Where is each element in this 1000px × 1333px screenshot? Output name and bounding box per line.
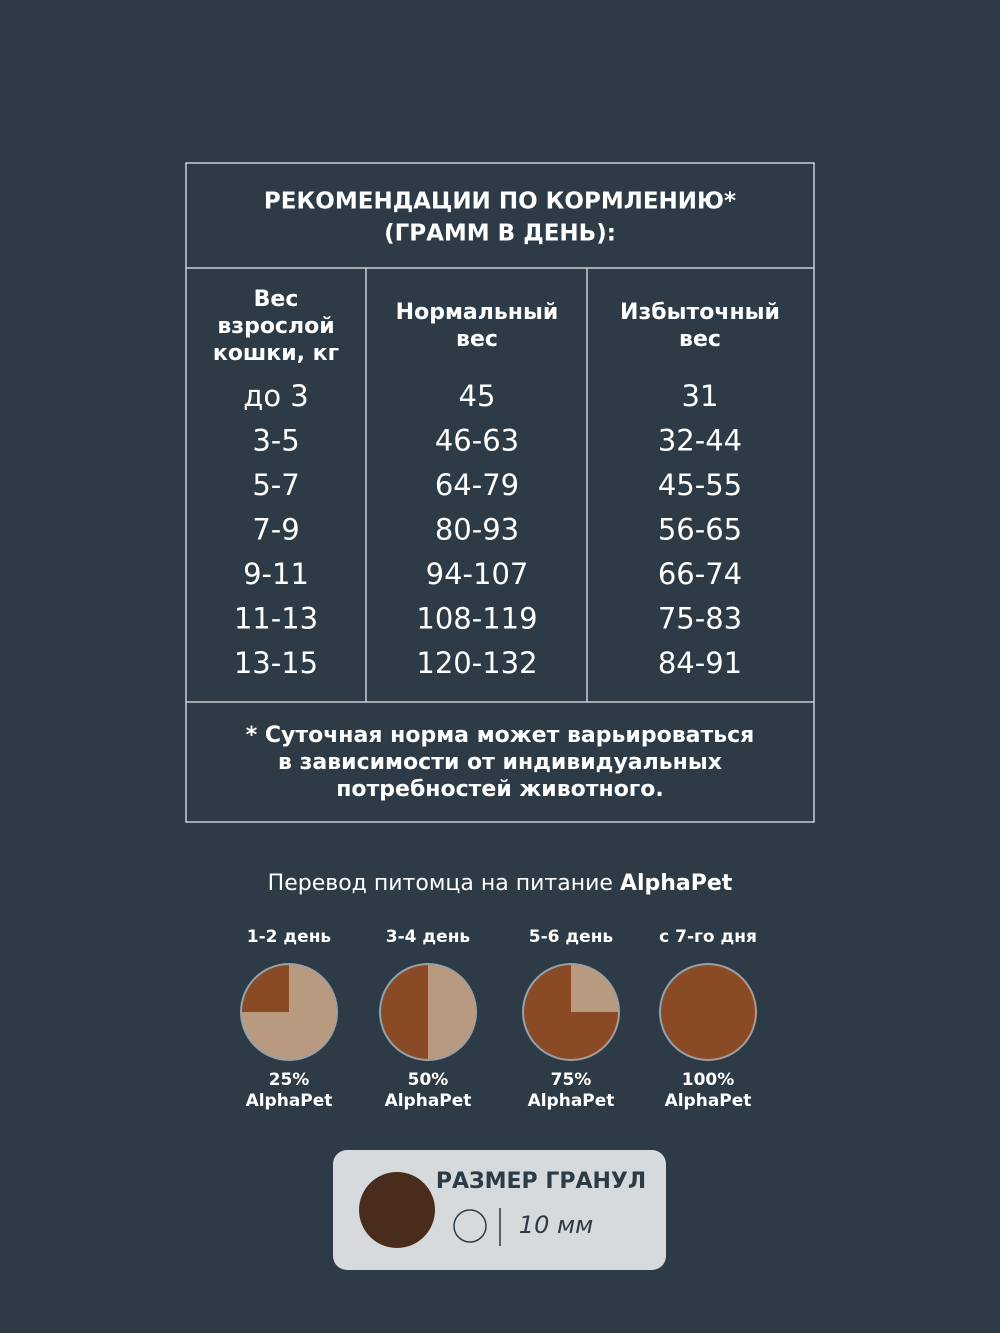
- table-cell: 11-13: [234, 602, 318, 636]
- table-cell: 80-93: [435, 513, 519, 547]
- transition-title-text: Перевод питомца на питание: [268, 871, 613, 896]
- column-header: Вес: [254, 287, 299, 312]
- share-label: 50%: [408, 1070, 449, 1090]
- column-header: вес: [456, 327, 498, 352]
- column-header: кошки, кг: [213, 341, 339, 366]
- footnote: * Суточная норма может варьироваться: [246, 723, 755, 748]
- brand-label: AlphaPet: [528, 1091, 615, 1111]
- granule-title: РАЗМЕР ГРАНУЛ: [436, 1169, 646, 1194]
- table-cell: 75-83: [658, 602, 742, 636]
- brand-label: AlphaPet: [246, 1091, 333, 1111]
- table-cell: 3-5: [252, 424, 299, 458]
- step-label: 3-4 день: [386, 927, 470, 947]
- footnote: в зависимости от индивидуальных: [278, 750, 722, 775]
- share-label: 75%: [551, 1070, 592, 1090]
- table-cell: 56-65: [658, 513, 742, 547]
- table-cell: 5-7: [252, 468, 299, 502]
- footnote: потребностей животного.: [336, 777, 664, 802]
- granule-image: [359, 1172, 435, 1248]
- table-frame: [185, 162, 815, 823]
- brand-name: AlphaPet: [620, 871, 733, 896]
- alphapet-share: [242, 965, 289, 1012]
- brand-label: AlphaPet: [385, 1091, 472, 1111]
- table-title: (ГРАММ В ДЕНЬ):: [384, 221, 616, 247]
- transition-title: Перевод питомца на питание AlphaPet: [268, 871, 733, 896]
- step-label: 1-2 день: [247, 927, 331, 947]
- granule-size: 10 мм: [519, 1211, 593, 1239]
- step-label: с 7-го дня: [659, 927, 757, 947]
- table-cell: 94-107: [426, 557, 529, 591]
- table-cell: 13-15: [234, 646, 318, 680]
- column-header: вес: [679, 327, 721, 352]
- column-header: Избыточный: [620, 300, 780, 325]
- table-cell: до 3: [243, 379, 308, 413]
- table-cell: 120-132: [416, 646, 537, 680]
- table-cell: 9-11: [243, 557, 309, 591]
- table-cell: 7-9: [252, 513, 299, 547]
- table-cell: 45: [459, 379, 496, 413]
- column-header: Нормальный: [396, 300, 559, 325]
- table-cell: 108-119: [416, 602, 537, 636]
- table-cell: 31: [682, 379, 719, 413]
- alphapet-share: [381, 965, 428, 1059]
- table-cell: 66-74: [658, 557, 742, 591]
- size-icon: [453, 1209, 487, 1243]
- table-cell: 84-91: [658, 646, 742, 680]
- table-cell: 45-55: [658, 468, 742, 502]
- column-header: взрослой: [217, 314, 334, 339]
- table-title: РЕКОМЕНДАЦИИ ПО КОРМЛЕНИЮ*: [264, 189, 736, 215]
- table-cell: 32-44: [658, 424, 742, 458]
- table-cell: 64-79: [435, 468, 519, 502]
- table-cell: 46-63: [435, 424, 519, 458]
- brand-label: AlphaPet: [665, 1091, 752, 1111]
- step-label: 5-6 день: [529, 927, 613, 947]
- share-label: 100%: [682, 1070, 735, 1090]
- share-label: 25%: [269, 1070, 310, 1090]
- alphapet-share: [524, 965, 618, 1059]
- alphapet-share: [661, 965, 755, 1059]
